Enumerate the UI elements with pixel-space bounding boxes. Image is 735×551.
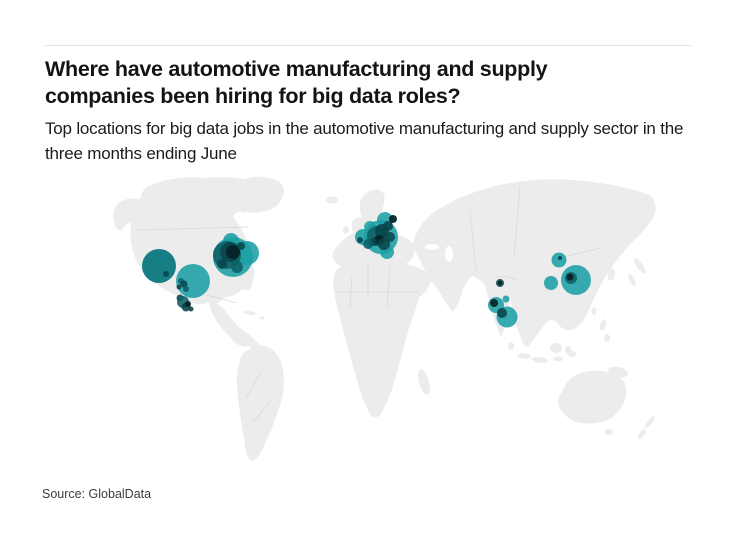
bubble-china-north <box>551 252 567 268</box>
bubble-india-north <box>497 280 503 286</box>
chart-title: Where have automotive manufacturing and … <box>45 57 548 108</box>
bubble-europe <box>378 238 390 250</box>
bubble-europe <box>363 239 373 249</box>
bubble-china-north <box>558 256 562 260</box>
bubble-europe <box>389 215 397 223</box>
world-bubble-map <box>0 170 735 480</box>
bubble-north-america-east <box>217 259 227 269</box>
chart-subtitle: Top locations for big data jobs in the a… <box>45 119 684 163</box>
bubble-mexico <box>185 301 191 307</box>
bubble-north-america-east <box>226 245 240 259</box>
bubble-layer <box>142 212 591 328</box>
bubble-india-south <box>490 299 498 307</box>
top-divider <box>45 45 691 46</box>
bubble-china-east <box>566 273 574 281</box>
bubble-europe <box>357 237 363 243</box>
bubble-india-south <box>497 308 507 318</box>
bubble-india-south <box>502 295 510 303</box>
bubble-north-america-central <box>180 280 188 288</box>
bubble-europe <box>383 221 393 231</box>
bubble-north-america-east <box>231 261 243 273</box>
bubble-north-america-central <box>176 284 182 290</box>
bubble-north-america-east <box>237 242 245 250</box>
bubble-china-west <box>544 276 558 290</box>
source-credit: Source: GlobalData <box>42 487 152 501</box>
bubble-mexico <box>188 306 194 312</box>
bubble-north-america-central <box>183 286 189 292</box>
map-svg <box>113 176 656 461</box>
bubble-north-america-west <box>142 249 176 283</box>
country-borders <box>136 185 601 423</box>
bubble-north-america-west <box>163 271 169 277</box>
